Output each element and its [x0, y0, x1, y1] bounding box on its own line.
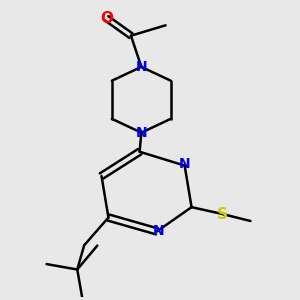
Text: N: N [179, 157, 190, 171]
Text: N: N [153, 224, 164, 239]
Text: N: N [136, 126, 147, 140]
Text: S: S [217, 207, 228, 222]
Text: N: N [136, 60, 147, 74]
Text: O: O [100, 11, 113, 26]
